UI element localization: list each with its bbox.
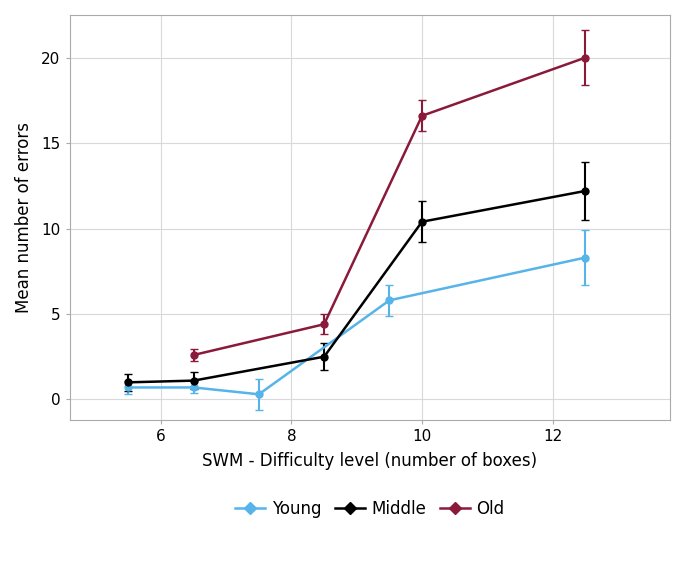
X-axis label: SWM - Difficulty level (number of boxes): SWM - Difficulty level (number of boxes) <box>202 452 537 470</box>
Y-axis label: Mean number of errors: Mean number of errors <box>15 122 33 313</box>
Legend: Young, Middle, Old: Young, Middle, Old <box>229 493 511 525</box>
